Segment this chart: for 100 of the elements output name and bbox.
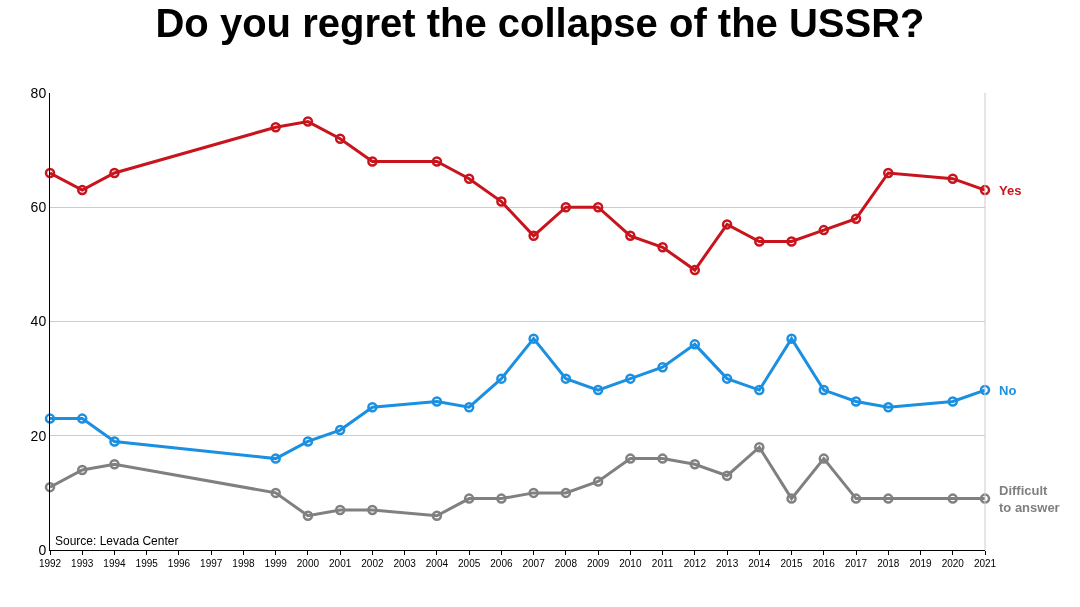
x-tick-label: 2006 (490, 558, 513, 569)
point (76, 413, 88, 424)
point (560, 202, 572, 213)
point (721, 219, 733, 230)
x-tick-label: 1999 (264, 558, 288, 569)
point (721, 373, 733, 384)
x-tick-label: 2018 (877, 558, 900, 569)
x-tick-label: 2003 (393, 558, 417, 569)
point (786, 236, 797, 247)
point (431, 156, 443, 167)
point (44, 481, 56, 493)
point (754, 236, 765, 247)
point (947, 173, 959, 184)
x-tick-label: 2009 (586, 558, 610, 569)
point (431, 396, 443, 407)
point (592, 476, 604, 487)
point (367, 156, 378, 167)
x-tick-label: 2017 (844, 558, 868, 569)
point (883, 401, 894, 413)
point (979, 184, 991, 196)
point (496, 196, 507, 207)
point (270, 487, 281, 499)
point (850, 396, 862, 407)
y-tick-label: 60 (30, 199, 47, 216)
point (979, 493, 991, 504)
point (109, 459, 120, 470)
point (334, 424, 346, 436)
x-tick-label: 1997 (200, 558, 223, 569)
y-tick-label: 20 (30, 427, 47, 444)
point (754, 441, 765, 453)
series-label: Yes (999, 183, 1022, 198)
point (302, 436, 314, 447)
x-tick-label: 2004 (425, 558, 449, 569)
point (44, 167, 56, 179)
x-tick-label: 1996 (167, 558, 191, 569)
point (367, 401, 378, 413)
x-tick-label: 2012 (683, 558, 707, 569)
point (302, 510, 314, 521)
point (592, 384, 604, 396)
x-tick-label: 2010 (619, 558, 642, 569)
point (270, 122, 281, 133)
x-tick-label: 1993 (71, 558, 94, 569)
point (657, 453, 668, 464)
y-tick-label: 0 (38, 541, 47, 558)
x-tick-label: 2008 (554, 558, 578, 569)
x-tick-label: 1998 (232, 558, 256, 569)
point (786, 333, 797, 344)
point (528, 333, 539, 344)
x-tick-label: 2013 (715, 558, 739, 569)
y-tick-label: 80 (30, 84, 47, 101)
point (657, 241, 668, 253)
point (334, 504, 346, 516)
point (721, 470, 733, 481)
point (786, 493, 797, 504)
point (270, 453, 281, 464)
x-tick-label: 2001 (329, 558, 352, 569)
point (818, 384, 830, 396)
chart-title: Do you regret the collapse of the USSR? (155, 1, 925, 46)
point (528, 487, 539, 499)
point (560, 487, 572, 499)
point (496, 493, 507, 504)
point (850, 213, 862, 224)
point (818, 224, 830, 236)
x-tick-label: 1992 (38, 558, 62, 569)
point (463, 401, 475, 413)
point (625, 453, 636, 464)
point (689, 339, 701, 350)
point (689, 264, 701, 276)
x-tick-label: 1994 (103, 558, 127, 569)
point (818, 453, 830, 464)
point (76, 464, 88, 476)
point (367, 504, 378, 516)
point (657, 361, 668, 373)
point (302, 116, 314, 127)
point (109, 436, 120, 447)
x-tick-label: 2011 (651, 558, 674, 569)
point (463, 493, 475, 504)
point (883, 493, 894, 504)
point (979, 384, 991, 396)
point (592, 202, 604, 213)
point (334, 133, 346, 144)
series-label: Difficult to answer (999, 483, 1060, 515)
x-tick-label: 2000 (296, 558, 320, 569)
x-tick-label: 2019 (909, 558, 933, 569)
point (463, 173, 475, 184)
point (754, 384, 765, 396)
x-tick-label: 2021 (973, 558, 997, 569)
x-tick-label: 2002 (361, 558, 384, 569)
point (625, 230, 636, 242)
x-tick-label: 2014 (748, 558, 771, 569)
point (560, 373, 572, 384)
point (850, 493, 862, 504)
point (689, 459, 701, 470)
y-tick-label: 40 (30, 313, 47, 330)
x-tick-label: 2007 (522, 558, 546, 569)
series-label: No (999, 383, 1017, 398)
x-tick-label: 1995 (135, 558, 159, 569)
point (109, 167, 120, 179)
point (528, 230, 539, 242)
point (431, 510, 443, 521)
